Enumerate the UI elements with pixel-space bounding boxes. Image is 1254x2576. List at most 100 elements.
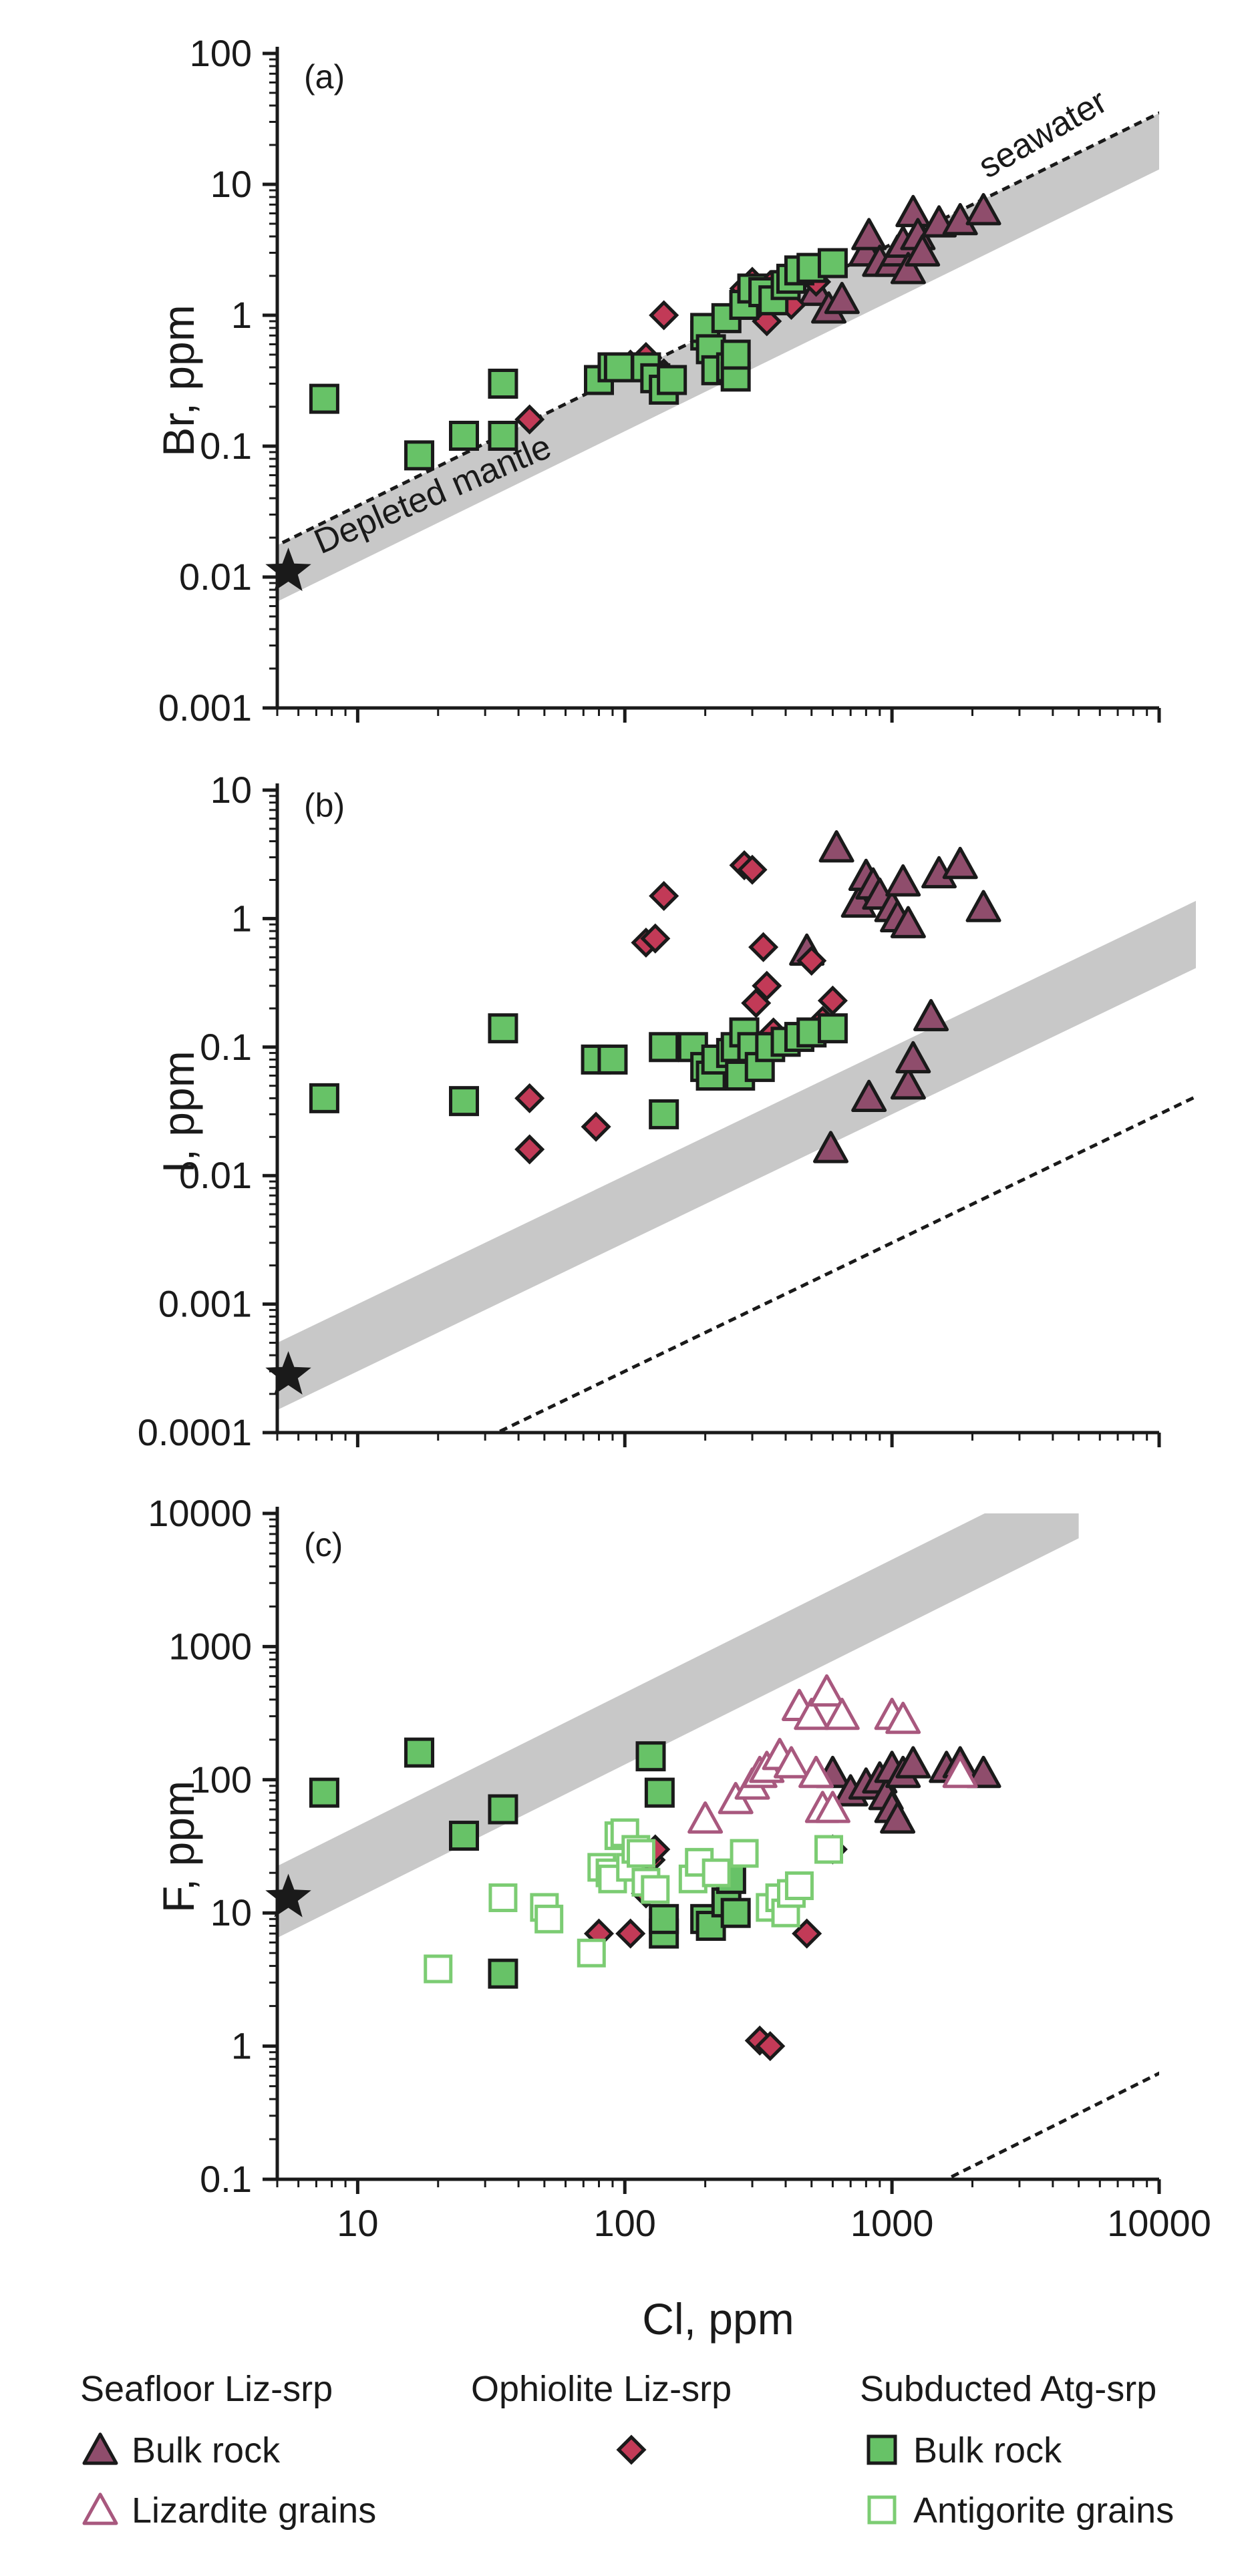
data-point bbox=[965, 1755, 1001, 1789]
data-point bbox=[649, 300, 679, 331]
legend-markers bbox=[82, 2432, 897, 2525]
data-point bbox=[514, 1083, 545, 1113]
x-axis-title: Cl, ppm bbox=[642, 2294, 794, 2344]
data-point bbox=[488, 1883, 518, 1912]
y-tick-label: 0.0001 bbox=[138, 1411, 252, 1453]
x-tick-label: 10 bbox=[337, 2202, 378, 2244]
data-point bbox=[649, 1099, 679, 1129]
y-tick-label: 0.01 bbox=[179, 1154, 252, 1196]
depleted-mantle-band bbox=[277, 1513, 1079, 1938]
y-axis-title-b: I, ppm bbox=[154, 1051, 203, 1173]
data-point bbox=[649, 880, 679, 912]
y-tick-label: 0.1 bbox=[200, 1026, 252, 1068]
star-marker bbox=[265, 1873, 311, 1917]
ref-line-b bbox=[493, 1095, 1196, 1433]
data-point bbox=[895, 1746, 931, 1779]
points-c bbox=[265, 1674, 1001, 2062]
data-point bbox=[687, 1801, 724, 1834]
data-point bbox=[817, 1013, 848, 1044]
data-point bbox=[752, 970, 782, 1001]
panel-c: 10000 1000 100 10 1 0.1 10 100 1000 10000 F, ppm… bbox=[148, 1492, 1211, 2344]
seawater-line bbox=[277, 111, 1159, 548]
data-point bbox=[885, 1701, 921, 1734]
data-point bbox=[792, 1918, 822, 1949]
data-point bbox=[449, 1086, 480, 1117]
data-point bbox=[488, 368, 518, 399]
yticks-c: 10000 1000 100 10 1 0.1 bbox=[148, 1492, 252, 2200]
data-point bbox=[965, 890, 1001, 922]
legend-label-antigorite-grains: Antigorite grains bbox=[913, 2491, 1174, 2531]
panel-b: 10 1 0.1 0.01 0.001 0.0001 I, ppm (b) bbox=[138, 769, 1196, 1453]
data-point bbox=[851, 1079, 887, 1113]
y-tick-label: 100 bbox=[190, 1759, 252, 1801]
data-point bbox=[890, 1067, 926, 1100]
data-point bbox=[720, 1897, 751, 1928]
data-point bbox=[534, 1904, 564, 1934]
data-point bbox=[895, 1041, 931, 1074]
data-point bbox=[812, 1131, 848, 1163]
data-point bbox=[818, 830, 854, 863]
data-point bbox=[809, 1674, 845, 1707]
panel-label-b: (b) bbox=[304, 787, 345, 824]
y-tick-label: 0.001 bbox=[158, 1283, 252, 1325]
x-tick-label: 100 bbox=[594, 2202, 656, 2244]
legend-title-seafloor: Seafloor Liz-srp bbox=[80, 2369, 333, 2409]
data-point bbox=[942, 1755, 978, 1789]
y-tick-label: 10000 bbox=[148, 1492, 252, 1534]
y-tick-label: 1000 bbox=[168, 1625, 252, 1667]
legend-label-seafloor-bulk: Bulk rock bbox=[132, 2430, 281, 2470]
data-point bbox=[784, 1871, 814, 1900]
data-point bbox=[404, 440, 435, 471]
data-point bbox=[701, 1858, 731, 1887]
data-point bbox=[794, 1697, 830, 1730]
legend-marker-subducted-bulk bbox=[867, 2434, 897, 2465]
y-tick-label: 1 bbox=[231, 897, 252, 939]
x-tick-label: 1000 bbox=[850, 2202, 934, 2244]
star-marker bbox=[265, 1351, 311, 1395]
data-point bbox=[913, 998, 949, 1032]
data-point bbox=[814, 1791, 850, 1823]
band-c bbox=[277, 1513, 1079, 1938]
legend-title-ophiolite: Ophiolite Liz-srp bbox=[471, 2369, 732, 2409]
data-point bbox=[657, 365, 687, 395]
data-point bbox=[730, 1839, 759, 1868]
y-tick-label: 100 bbox=[190, 32, 252, 74]
data-point bbox=[597, 1044, 628, 1075]
data-point bbox=[488, 420, 518, 451]
axes-c bbox=[263, 1507, 1161, 2194]
xticks-c: 10 100 1000 10000 bbox=[337, 2202, 1211, 2244]
data-point bbox=[635, 1741, 666, 1772]
data-point bbox=[627, 1839, 656, 1868]
legend-marker-lizardite-grains bbox=[82, 2493, 118, 2525]
data-point bbox=[748, 932, 779, 962]
data-point bbox=[890, 252, 926, 285]
data-point bbox=[309, 1777, 339, 1808]
data-point bbox=[824, 1697, 860, 1730]
data-point bbox=[488, 1958, 518, 1989]
legend-label-lizardite-grains: Lizardite grains bbox=[132, 2491, 376, 2531]
data-point bbox=[773, 1746, 809, 1779]
y-axis-title-c: F, ppm bbox=[154, 1781, 203, 1913]
data-point bbox=[824, 281, 860, 315]
data-point bbox=[905, 234, 941, 267]
y-tick-label: 0.1 bbox=[200, 425, 252, 467]
legend-marker-antigorite-grains bbox=[867, 2495, 897, 2525]
data-point bbox=[720, 339, 751, 370]
data-point bbox=[449, 420, 480, 451]
data-point bbox=[895, 194, 931, 228]
y-tick-label: 0.1 bbox=[200, 2158, 252, 2200]
band-b bbox=[277, 900, 1196, 1411]
data-point bbox=[851, 218, 887, 250]
legend-marker-seafloor-bulk bbox=[82, 2432, 118, 2465]
data-point bbox=[449, 1821, 480, 1851]
legend-marker-ophiolite bbox=[616, 2434, 647, 2465]
y-tick-label: 0.001 bbox=[158, 687, 252, 729]
panel-label-c: (c) bbox=[304, 1526, 343, 1563]
depleted-mantle-band bbox=[277, 900, 1196, 1411]
ref-line-a bbox=[277, 111, 1159, 548]
legend-title-subducted: Subducted Atg-srp bbox=[860, 2369, 1156, 2409]
data-point bbox=[309, 1083, 339, 1113]
legend-label-subducted-bulk: Bulk rock bbox=[913, 2430, 1062, 2470]
y-tick-label: 1 bbox=[231, 294, 252, 336]
